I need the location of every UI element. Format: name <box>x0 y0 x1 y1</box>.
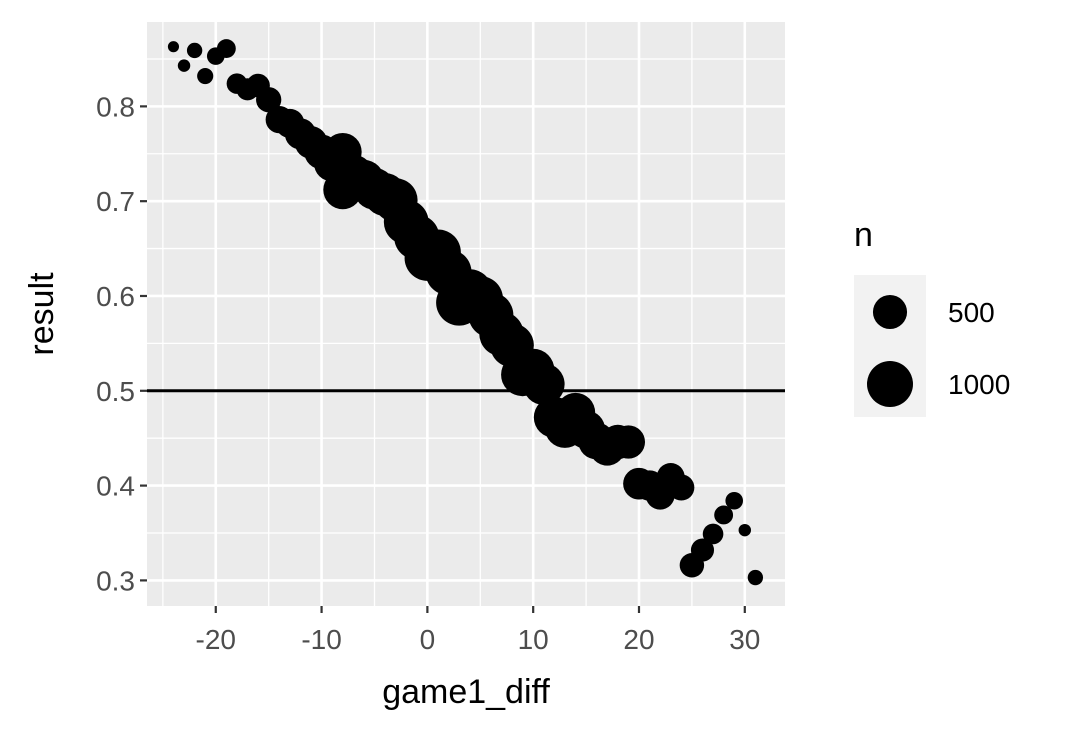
data-point <box>747 569 764 586</box>
minor-gridlines <box>147 22 785 606</box>
data-point <box>522 363 565 406</box>
y-tick-label: 0.8 <box>96 91 135 122</box>
y-tick-label: 0.5 <box>96 376 135 407</box>
legend-key-500 <box>872 294 908 330</box>
data-point <box>186 42 203 59</box>
y-tick-label: 0.7 <box>96 186 135 217</box>
legend-key-1000 <box>867 361 913 407</box>
x-tick-label: 10 <box>518 624 549 655</box>
data-point <box>167 41 180 53</box>
data-point <box>738 523 752 537</box>
data-point <box>668 474 695 501</box>
legend-title: n <box>854 216 873 254</box>
x-tick-label: 20 <box>623 624 654 655</box>
legend-label-1000: 1000 <box>948 369 1010 400</box>
y-tick-label: 0.6 <box>96 281 135 312</box>
data-point <box>702 523 724 545</box>
y-tick-label: 0.4 <box>96 471 135 502</box>
legend-label-500: 500 <box>948 297 995 328</box>
data-point <box>611 425 646 459</box>
x-axis: -20 -10 0 10 20 30 <box>196 606 760 655</box>
data-point <box>216 39 236 58</box>
y-tick-label: 0.3 <box>96 565 135 596</box>
data-point <box>197 67 214 85</box>
x-tick-label: -20 <box>196 624 236 655</box>
data-point <box>690 538 715 562</box>
y-axis-title: result <box>23 272 61 356</box>
data-point <box>256 87 282 113</box>
x-tick-label: 0 <box>420 624 436 655</box>
x-tick-label: -10 <box>301 624 341 655</box>
legend-keys <box>867 294 913 407</box>
data-point <box>725 491 744 510</box>
x-tick-label: 30 <box>729 624 760 655</box>
y-axis: 0.3 0.4 0.5 0.6 0.7 0.8 <box>96 91 147 596</box>
data-point <box>177 59 191 72</box>
data-point <box>714 505 734 525</box>
size-legend: n 500 1000 <box>854 216 1010 417</box>
x-axis-title: game1_diff <box>382 673 550 711</box>
data-points <box>167 39 764 586</box>
